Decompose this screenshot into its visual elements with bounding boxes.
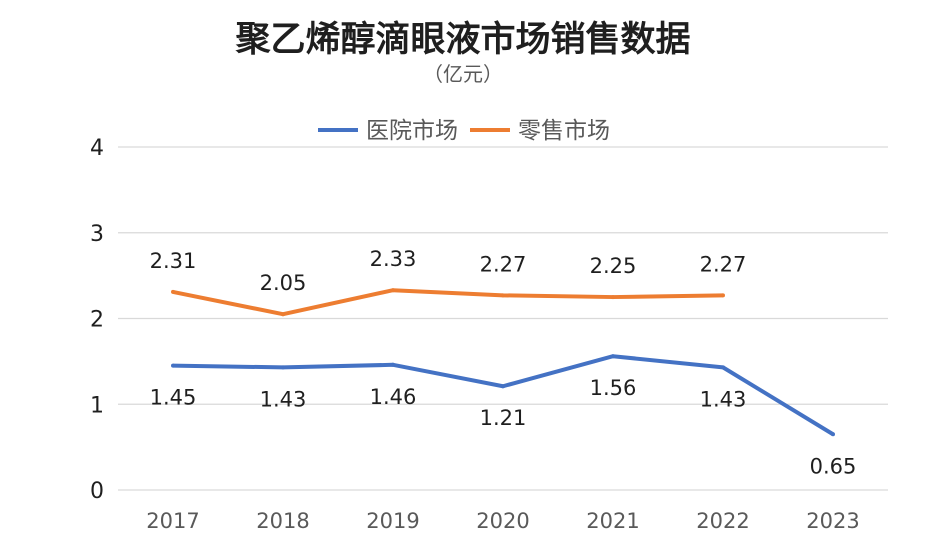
x-tick-label: 2021 [586,509,639,533]
series-1-point [831,432,835,437]
series-2-data-label: 2.33 [370,247,417,271]
series-1-point [501,384,505,389]
legend-item-series-2: 零售市场 [470,118,610,144]
series-1-point [721,365,725,370]
x-tick-label: 2019 [366,509,419,533]
series-1-point [391,362,395,367]
y-tick-label: 1 [90,393,104,418]
series-2-point [391,288,395,293]
series-1-point [171,363,175,368]
series-1-data-label: 1.43 [700,387,747,411]
series-2-data-label: 2.25 [590,254,637,278]
series-2-point [501,293,505,298]
x-tick-label: 2018 [256,509,309,533]
legend-label-series-2: 零售市场 [518,118,610,144]
series-1: 1.45 1.43 1.46 1.21 1.56 1.43 0.65 [150,354,857,478]
series-1-point [611,354,615,359]
series-2-point [171,289,175,294]
y-tick-label: 2 [90,308,104,333]
y-tick-label: 3 [90,222,104,247]
chart-title: 聚乙烯醇滴眼液市场销售数据 [234,20,690,60]
x-tick-label: 2022 [696,509,749,533]
series-1-data-label: 1.46 [370,385,417,409]
series-1-data-label: 1.45 [150,386,197,410]
series-1-data-label: 0.65 [810,454,857,478]
series-1-point [281,365,285,370]
chart-subtitle: （亿元） [423,62,503,86]
y-tick-label: 0 [90,479,104,504]
legend: 医院市场 零售市场 [318,118,610,144]
legend-label-series-1: 医院市场 [366,118,458,144]
series-1-data-label: 1.43 [260,387,307,411]
gridlines [118,146,888,491]
y-axis-tick-labels: 0 1 2 3 4 [90,136,104,504]
series-2-data-label: 2.05 [260,271,307,295]
series-2-data-label: 2.27 [480,252,527,276]
x-tick-label: 2023 [806,509,859,533]
series-layer: 1.45 1.43 1.46 1.21 1.56 1.43 0.65 2.31 2.05 2.33… [150,247,857,478]
series-2-line [172,288,724,317]
x-axis-tick-labels: 2017 2018 2019 2020 2021 2022 2023 [146,509,859,533]
series-2-point [281,312,285,317]
series-1-data-label: 1.21 [480,406,527,430]
x-tick-label: 2020 [476,509,529,533]
legend-item-series-1: 医院市场 [318,118,458,144]
x-tick-label: 2017 [146,509,199,533]
series-2-data-label: 2.31 [150,249,197,273]
series-2-data-label: 2.27 [700,252,747,276]
series-1-data-label: 1.56 [590,376,637,400]
y-tick-label: 4 [90,136,104,161]
series-2-point [611,295,615,300]
series-2: 2.31 2.05 2.33 2.27 2.25 2.27 [150,247,747,317]
series-2-point [721,293,725,298]
